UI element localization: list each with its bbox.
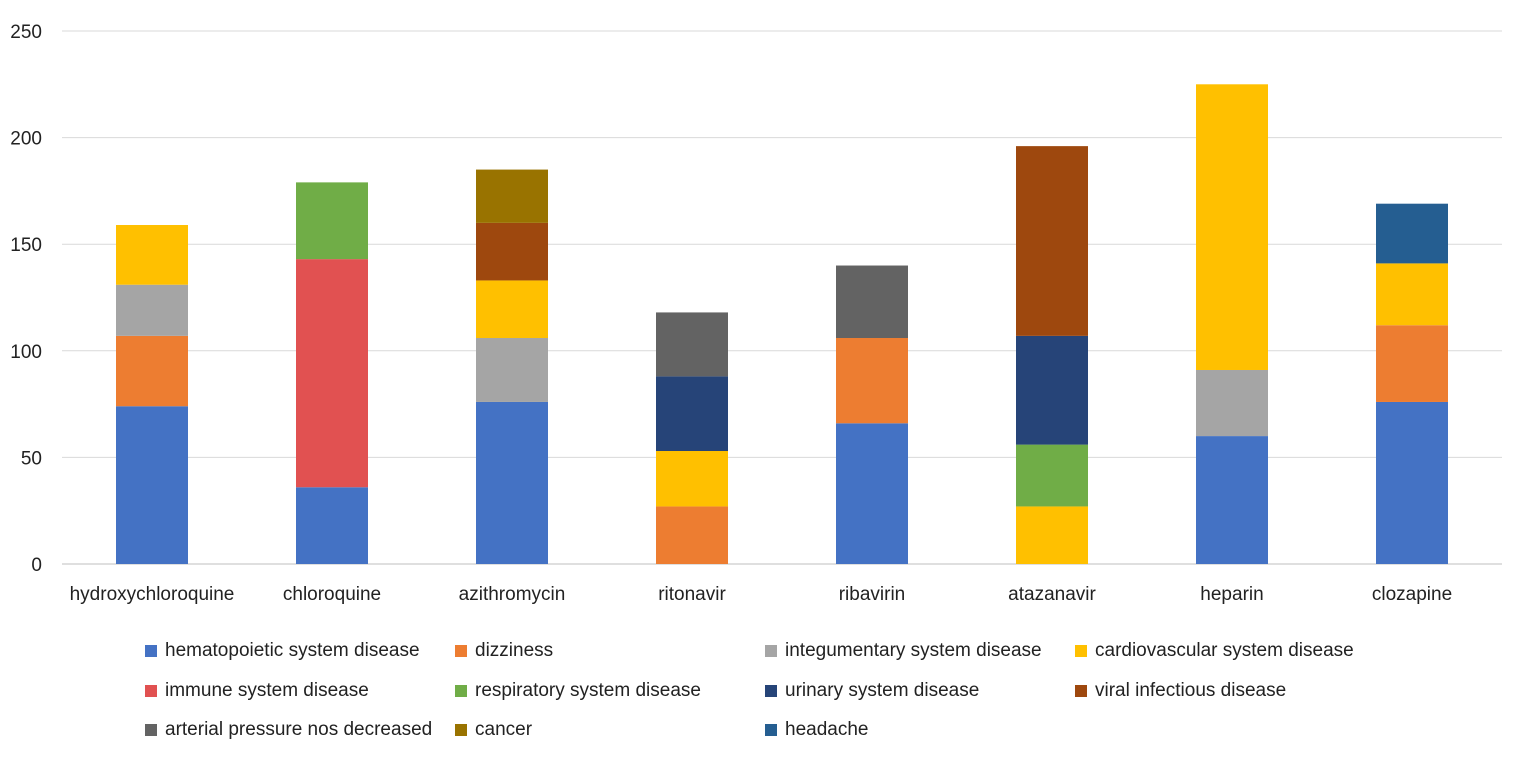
- x-tick-label: chloroquine: [283, 584, 381, 605]
- bars: [116, 84, 1448, 564]
- y-tick-label: 100: [10, 342, 42, 363]
- bar-segment: [1196, 84, 1268, 370]
- bar-segment: [1196, 436, 1268, 564]
- bar-segment: [1196, 369, 1268, 437]
- bar-segment: [1376, 401, 1448, 564]
- gridlines: [62, 30, 1502, 565]
- bar-segment: [1016, 444, 1088, 507]
- bar-segment: [476, 338, 548, 402]
- bar-segment: [296, 182, 368, 260]
- bar-segment: [116, 406, 188, 564]
- bar-segment: [116, 335, 188, 407]
- bar-segment: [116, 284, 188, 336]
- y-tick-label: 150: [10, 235, 42, 256]
- y-tick-label: 0: [31, 555, 42, 576]
- y-tick-label: 200: [10, 129, 42, 150]
- x-axis-tick-labels: hydroxychloroquine chloroquine azithromyci…: [70, 584, 1453, 605]
- bar-segment: [656, 506, 728, 564]
- bar-segment: [836, 338, 908, 424]
- bar-segment: [476, 169, 548, 223]
- x-tick-label: ritonavir: [658, 584, 726, 605]
- bar-segment: [476, 222, 548, 281]
- x-tick-label: azithromycin: [459, 584, 566, 605]
- bar-segment: [836, 265, 908, 339]
- x-tick-label: ribavirin: [839, 584, 906, 605]
- x-tick-label: clozapine: [1372, 584, 1452, 605]
- bar-segment: [296, 487, 368, 564]
- bar-segment: [116, 225, 188, 285]
- y-tick-label: 50: [21, 448, 42, 469]
- bar-segment: [296, 259, 368, 488]
- bar-segment: [1016, 335, 1088, 445]
- bar-segment: [476, 401, 548, 564]
- bar-segment: [476, 280, 548, 339]
- x-tick-label: atazanavir: [1008, 584, 1096, 605]
- bar-segment: [656, 451, 728, 507]
- bar-segment: [656, 376, 728, 452]
- bar-segment: [836, 423, 908, 564]
- y-tick-label: 250: [10, 22, 42, 43]
- bar-segment: [1376, 263, 1448, 326]
- bar-segment: [1376, 203, 1448, 264]
- y-axis-tick-labels: 0 50 100 150 200 250: [10, 22, 42, 576]
- bar-segment: [1376, 325, 1448, 402]
- x-tick-label: heparin: [1200, 584, 1263, 605]
- bar-segment: [656, 312, 728, 377]
- bar-segment: [1016, 506, 1088, 564]
- x-tick-label: hydroxychloroquine: [70, 584, 235, 605]
- bar-segment: [1016, 146, 1088, 336]
